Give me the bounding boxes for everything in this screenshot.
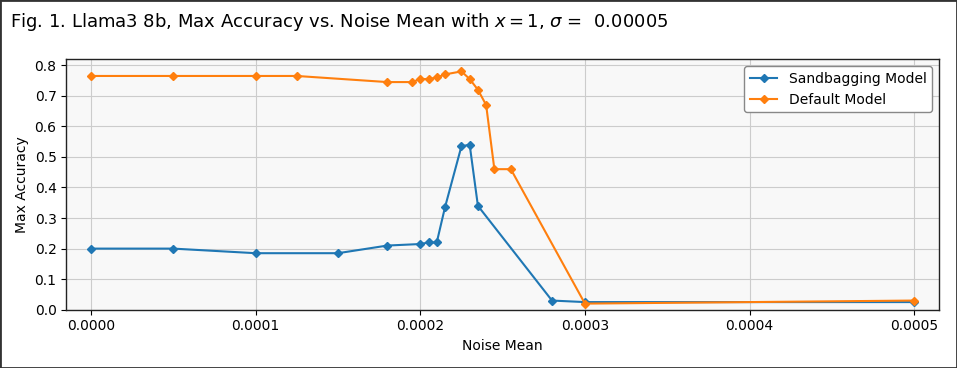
Default Model	[579, 301, 590, 306]
Sandbagging Model	[546, 298, 558, 303]
Sandbagging Model	[439, 205, 451, 209]
Sandbagging Model	[250, 251, 261, 255]
Default Model	[382, 80, 393, 84]
Default Model	[505, 167, 517, 171]
Default Model	[291, 74, 302, 78]
Sandbagging Model	[464, 142, 476, 147]
Default Model	[423, 77, 434, 81]
Default Model	[414, 77, 426, 81]
Default Model	[472, 88, 483, 92]
Sandbagging Model	[414, 242, 426, 246]
Sandbagging Model	[167, 247, 179, 251]
Sandbagging Model	[85, 247, 97, 251]
Default Model	[167, 74, 179, 78]
Default Model	[489, 167, 501, 171]
Default Model	[439, 72, 451, 77]
Y-axis label: Max Accuracy: Max Accuracy	[15, 136, 29, 233]
Sandbagging Model	[579, 300, 590, 304]
Default Model	[407, 80, 418, 84]
Sandbagging Model	[382, 243, 393, 248]
Default Model	[908, 298, 920, 303]
Default Model	[431, 75, 442, 80]
Sandbagging Model	[423, 240, 434, 245]
Default Model	[456, 69, 467, 74]
Sandbagging Model	[908, 300, 920, 304]
X-axis label: Noise Mean: Noise Mean	[462, 339, 543, 353]
Default Model	[250, 74, 261, 78]
Legend: Sandbagging Model, Default Model: Sandbagging Model, Default Model	[745, 66, 932, 112]
Sandbagging Model	[472, 204, 483, 208]
Line: Sandbagging Model: Sandbagging Model	[88, 142, 918, 305]
Default Model	[464, 77, 476, 81]
Sandbagging Model	[431, 240, 442, 245]
Text: Fig. 1. Llama3 8b, Max Accuracy vs. Noise Mean with $x = 1$, $\sigma$ =  0.00005: Fig. 1. Llama3 8b, Max Accuracy vs. Nois…	[10, 11, 668, 33]
Sandbagging Model	[332, 251, 344, 255]
Default Model	[480, 103, 492, 107]
Default Model	[85, 74, 97, 78]
Sandbagging Model	[456, 144, 467, 148]
Line: Default Model: Default Model	[88, 68, 918, 307]
